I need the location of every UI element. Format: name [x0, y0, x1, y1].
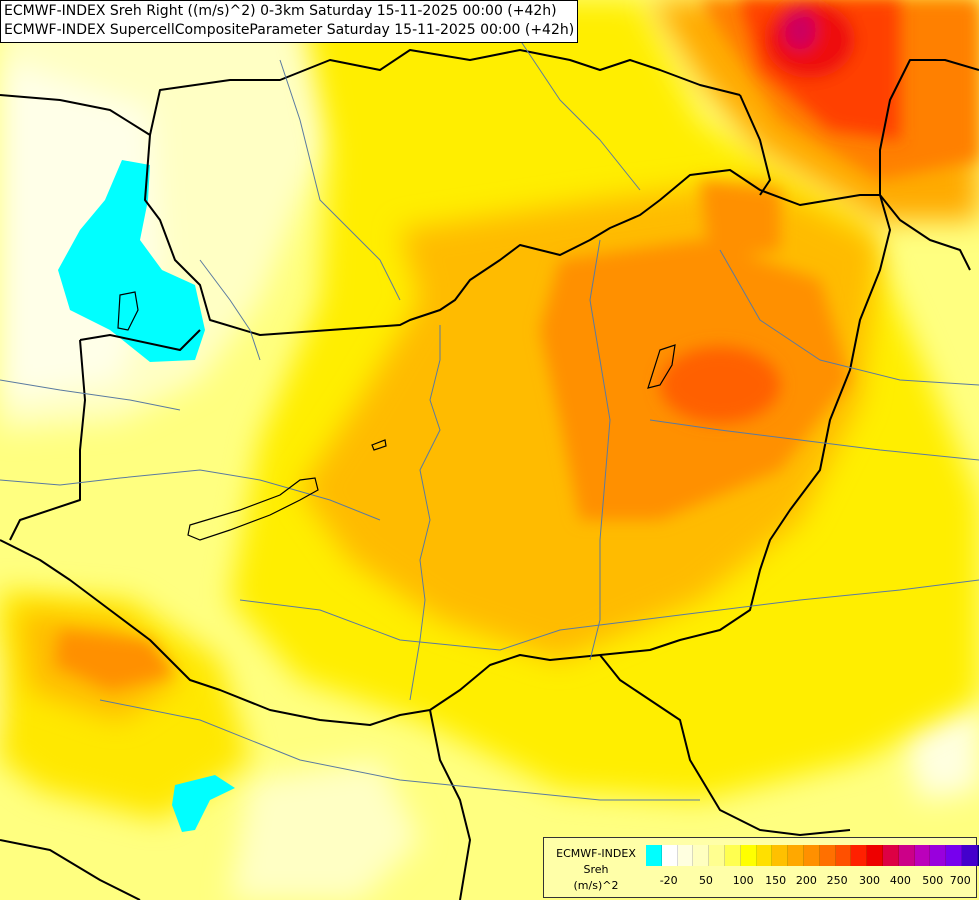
legend-tick-label: 200 — [795, 874, 817, 887]
lake-balaton — [187, 477, 319, 541]
country-borders — [0, 49, 979, 900]
lakes — [117, 291, 676, 541]
legend-swatch — [882, 845, 899, 866]
legend-swatch — [709, 845, 725, 866]
legend-swatch — [661, 845, 678, 866]
legend-swatch — [646, 845, 662, 866]
lake-velence — [371, 439, 387, 451]
legend-swatch — [756, 845, 773, 866]
legend-swatch — [693, 845, 710, 866]
legend-swatch — [946, 845, 962, 866]
legend-ticks: -20 50 100 150 200 250 300 400 500 700 — [646, 874, 971, 890]
legend-tick-label: -20 — [659, 874, 678, 887]
legend-swatch — [914, 845, 931, 866]
legend-swatch — [740, 845, 757, 866]
extreme-sreh-region — [660, 0, 900, 423]
legend-swatch — [724, 845, 741, 866]
title-line-2: ECMWF-INDEX SupercellCompositeParameter … — [4, 22, 575, 38]
legend-tick-label: 400 — [889, 874, 911, 887]
rivers — [0, 39, 979, 801]
legend-swatch — [851, 845, 868, 866]
legend-swatch — [803, 845, 820, 866]
legend-tick-label: 300 — [859, 874, 881, 887]
legend-swatch — [898, 845, 915, 866]
lake-neusiedl — [117, 291, 139, 331]
legend-model: ECMWF-INDEX — [556, 847, 636, 860]
lake-tisza — [647, 344, 676, 389]
legend-swatch — [788, 845, 804, 866]
legend-unit: (m/s)^2 — [573, 879, 619, 892]
legend-swatch — [867, 845, 883, 866]
legend-swatches — [646, 845, 979, 866]
legend-tick-label: 500 — [922, 874, 944, 887]
legend-tick-label: 700 — [949, 874, 971, 887]
title-line-1: ECMWF-INDEX Sreh Right ((m/s)^2) 0-3km S… — [4, 3, 557, 19]
legend-title: ECMWF-INDEX Sreh (m/s)^2 — [548, 846, 644, 894]
legend-swatch — [835, 845, 852, 866]
map-title: ECMWF-INDEX Sreh Right ((m/s)^2) 0-3km S… — [0, 0, 579, 43]
legend-tick-label: 50 — [698, 874, 713, 887]
legend-swatch — [930, 845, 947, 866]
legend-tick-label: 150 — [765, 874, 787, 887]
legend-swatch — [977, 845, 979, 866]
legend-swatch — [677, 845, 694, 866]
legend-tick-label: 250 — [826, 874, 848, 887]
legend-variable: Sreh — [583, 863, 609, 876]
legend-tick-label: 100 — [732, 874, 754, 887]
negative-sreh-patch — [58, 160, 235, 832]
legend-swatch — [772, 845, 789, 866]
color-legend: ECMWF-INDEX Sreh (m/s)^2 -20 50 100 150 200 2… — [543, 837, 979, 898]
legend-swatch — [961, 845, 978, 866]
legend-swatch — [819, 845, 836, 866]
